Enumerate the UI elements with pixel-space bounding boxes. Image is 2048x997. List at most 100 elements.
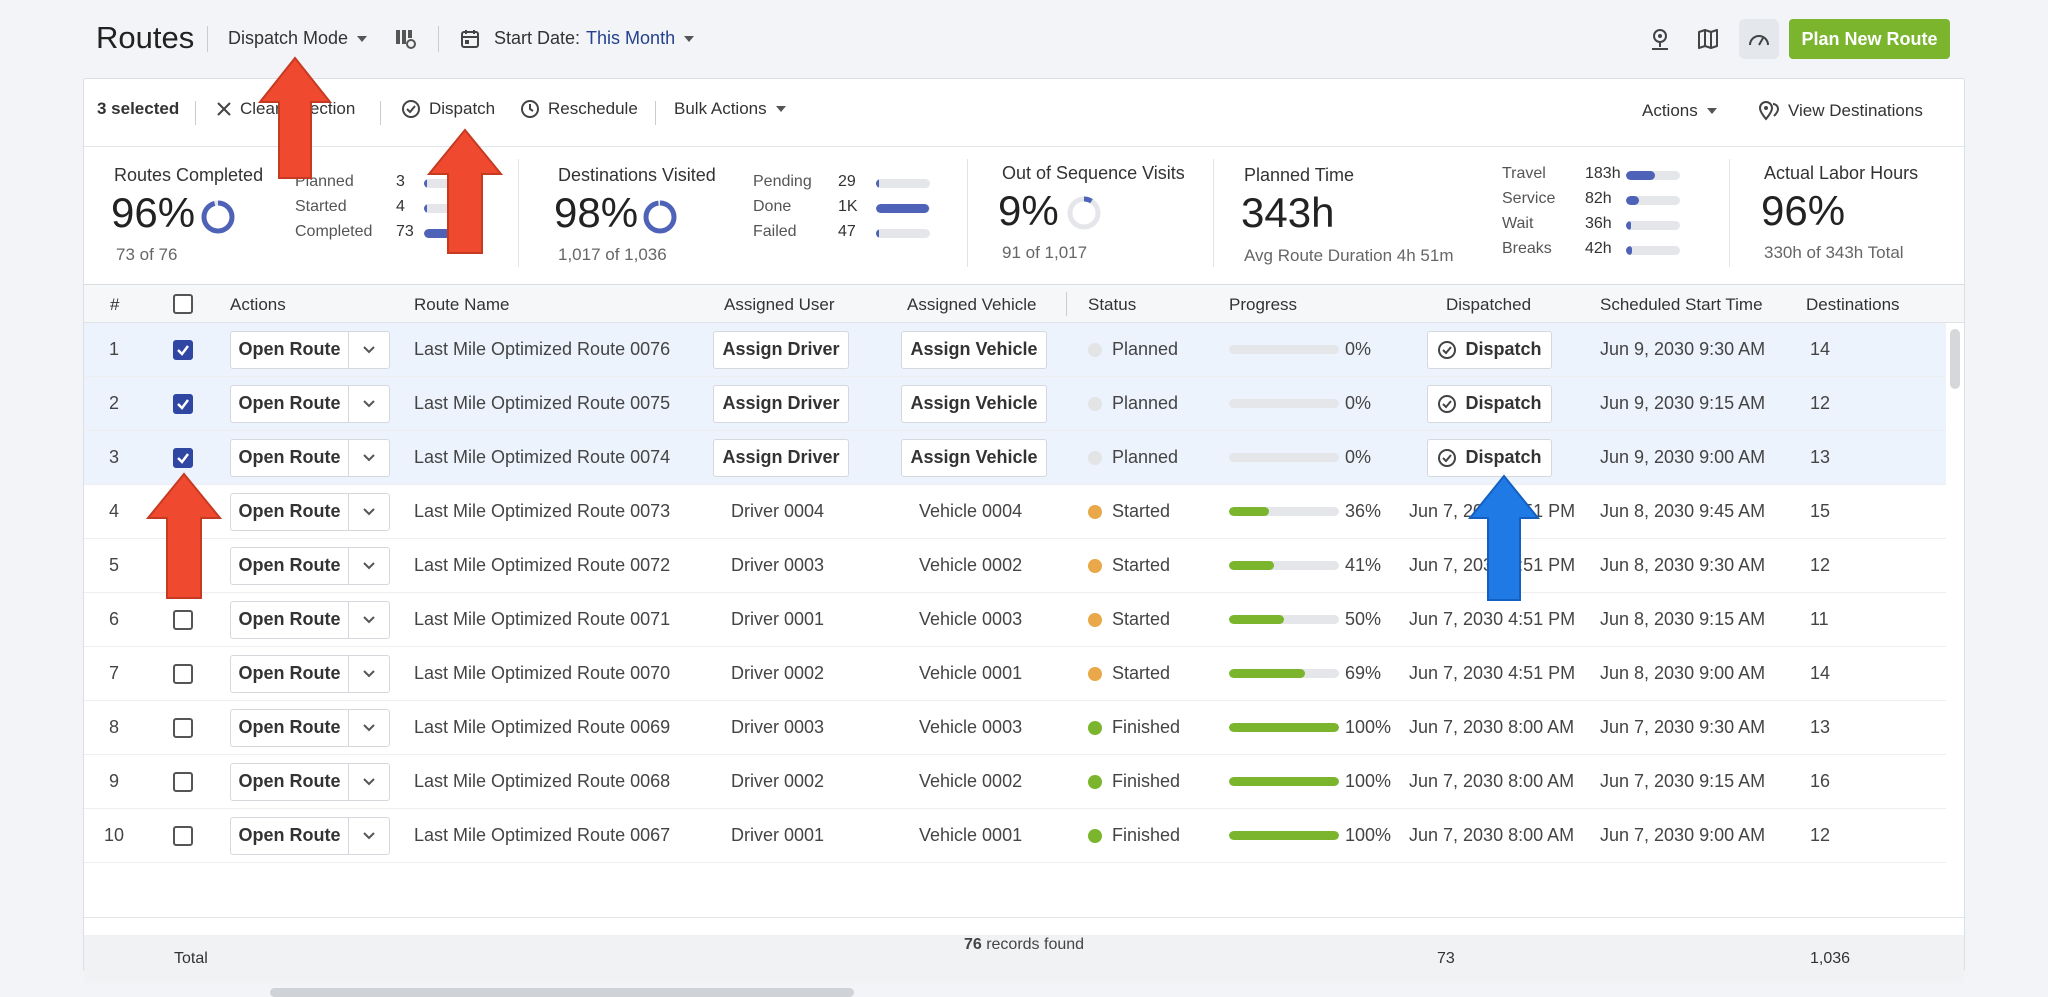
open-route-button[interactable]: Open Route (231, 709, 349, 746)
open-route-split-button[interactable]: Open Route (230, 330, 390, 369)
open-route-menu-toggle[interactable] (349, 710, 389, 746)
row-checkbox[interactable] (173, 809, 193, 862)
open-route-split-button[interactable]: Open Route (230, 816, 390, 855)
open-route-menu-toggle[interactable] (349, 548, 389, 584)
dispatch-mode-dropdown[interactable]: Dispatch Mode (228, 28, 368, 49)
row-checkbox[interactable] (173, 377, 193, 430)
assign-driver-button[interactable]: Assign Driver (713, 330, 849, 369)
row-checkbox[interactable] (173, 431, 193, 484)
actions-dropdown[interactable]: Actions (1642, 101, 1717, 121)
view-destinations-button[interactable]: View Destinations (1758, 101, 1923, 121)
open-route-split-button[interactable]: Open Route (230, 438, 390, 477)
open-route-button[interactable]: Open Route (231, 493, 349, 530)
open-route-menu-toggle[interactable] (349, 656, 389, 692)
route-name[interactable]: Last Mile Optimized Route 0075 (414, 393, 671, 413)
open-route-button[interactable]: Open Route (231, 763, 349, 800)
table-row[interactable]: 10 Open Route Last Mile Optimized Route 00… (84, 809, 1946, 863)
assign-driver-button[interactable]: Assign Driver (713, 438, 849, 477)
open-route-split-button[interactable]: Open Route (230, 654, 390, 693)
checkbox[interactable] (173, 393, 193, 414)
table-row[interactable]: 1 Open Route Last Mile Optimized Route 007… (84, 323, 1946, 377)
table-row[interactable]: 4 Open Route Last Mile Optimized Route 007… (84, 485, 1946, 539)
col-number[interactable]: # (110, 295, 120, 314)
col-status[interactable]: Status (1088, 295, 1137, 314)
table-row[interactable]: 5 Open Route Last Mile Optimized Route 007… (84, 539, 1946, 593)
open-route-split-button[interactable]: Open Route (230, 600, 390, 639)
open-route-split-button[interactable]: Open Route (230, 546, 390, 585)
open-route-split-button[interactable]: Open Route (230, 762, 390, 801)
col-progress[interactable]: Progress (1229, 295, 1298, 314)
open-route-button[interactable]: Open Route (231, 601, 349, 638)
checkbox[interactable] (173, 609, 193, 630)
open-route-button[interactable]: Open Route (231, 655, 349, 692)
open-route-button[interactable]: Open Route (231, 439, 349, 476)
dispatch-button[interactable]: Dispatch (1427, 384, 1552, 423)
open-route-split-button[interactable]: Open Route (230, 492, 390, 531)
open-route-button[interactable]: Open Route (231, 817, 349, 854)
route-name[interactable]: Last Mile Optimized Route 0072 (414, 555, 671, 575)
vertical-scrollbar[interactable] (1950, 329, 1960, 389)
open-route-menu-toggle[interactable] (349, 818, 389, 854)
table-row[interactable]: 6 Open Route Last Mile Optimized Route 007… (84, 593, 1946, 647)
assign-vehicle-button[interactable]: Assign Vehicle (901, 384, 1047, 423)
dispatch-button[interactable]: Dispatch (1427, 330, 1552, 369)
route-name[interactable]: Last Mile Optimized Route 0070 (414, 663, 671, 683)
col-route-name[interactable]: Route Name (414, 295, 510, 314)
open-route-menu-toggle[interactable] (349, 332, 389, 368)
open-route-menu-toggle[interactable] (349, 494, 389, 530)
open-route-menu-toggle[interactable] (349, 386, 389, 422)
checkbox[interactable] (173, 339, 193, 360)
col-scheduled-start[interactable]: Scheduled Start Time (1600, 295, 1763, 314)
checkbox[interactable] (173, 294, 193, 314)
column-resize-handle[interactable] (1066, 292, 1067, 316)
plan-new-route-button[interactable]: Plan New Route (1789, 19, 1950, 59)
open-route-button[interactable]: Open Route (231, 547, 349, 584)
route-name[interactable]: Last Mile Optimized Route 0071 (414, 609, 671, 629)
table-row[interactable]: 3 Open Route Last Mile Optimized Route 007… (84, 431, 1946, 485)
table-row[interactable]: 9 Open Route Last Mile Optimized Route 006… (84, 755, 1946, 809)
col-dispatched[interactable]: Dispatched (1446, 295, 1532, 314)
row-checkbox[interactable] (173, 647, 193, 700)
assign-driver-button[interactable]: Assign Driver (713, 384, 849, 423)
column-settings-button[interactable] (395, 28, 417, 50)
open-route-split-button[interactable]: Open Route (230, 708, 390, 747)
checkbox[interactable] (173, 447, 193, 468)
route-name[interactable]: Last Mile Optimized Route 0076 (414, 339, 671, 359)
route-name[interactable]: Last Mile Optimized Route 0073 (414, 501, 671, 521)
open-route-menu-toggle[interactable] (349, 440, 389, 476)
location-pin-button[interactable] (1640, 19, 1680, 59)
table-row[interactable]: 7 Open Route Last Mile Optimized Route 007… (84, 647, 1946, 701)
row-checkbox[interactable] (173, 593, 193, 646)
route-name[interactable]: Last Mile Optimized Route 0074 (414, 447, 671, 467)
row-checkbox[interactable] (173, 323, 193, 376)
row-checkbox[interactable] (173, 701, 193, 754)
assign-vehicle-button[interactable]: Assign Vehicle (901, 330, 1047, 369)
assign-vehicle-button[interactable]: Assign Vehicle (901, 438, 1047, 477)
select-all-checkbox[interactable] (173, 294, 193, 314)
route-name[interactable]: Last Mile Optimized Route 0069 (414, 717, 671, 737)
route-name[interactable]: Last Mile Optimized Route 0068 (414, 771, 671, 791)
col-assigned-vehicle[interactable]: Assigned Vehicle (907, 295, 1037, 314)
open-route-button[interactable]: Open Route (231, 385, 349, 422)
checkbox[interactable] (173, 825, 193, 846)
row-checkbox[interactable] (173, 755, 193, 808)
col-destinations[interactable]: Destinations (1806, 295, 1900, 314)
open-route-menu-toggle[interactable] (349, 764, 389, 800)
table-row[interactable]: 2 Open Route Last Mile Optimized Route 007… (84, 377, 1946, 431)
open-route-split-button[interactable]: Open Route (230, 384, 390, 423)
checkbox[interactable] (173, 771, 193, 792)
checkbox[interactable] (173, 663, 193, 684)
open-route-menu-toggle[interactable] (349, 602, 389, 638)
table-row[interactable]: 8 Open Route Last Mile Optimized Route 006… (84, 701, 1946, 755)
bulk-actions-dropdown[interactable]: Bulk Actions (674, 99, 786, 119)
open-route-button[interactable]: Open Route (231, 331, 349, 368)
col-assigned-user[interactable]: Assigned User (724, 295, 835, 314)
dispatch-button[interactable]: Dispatch (1427, 438, 1552, 477)
dashboard-view-button[interactable] (1739, 19, 1779, 59)
checkbox[interactable] (173, 717, 193, 738)
horizontal-scrollbar[interactable] (270, 988, 854, 997)
bulk-dispatch-button[interactable]: Dispatch (401, 99, 495, 119)
reschedule-button[interactable]: Reschedule (520, 99, 638, 119)
start-date-dropdown[interactable]: Start Date: This Month (460, 28, 695, 49)
route-name[interactable]: Last Mile Optimized Route 0067 (414, 825, 671, 845)
